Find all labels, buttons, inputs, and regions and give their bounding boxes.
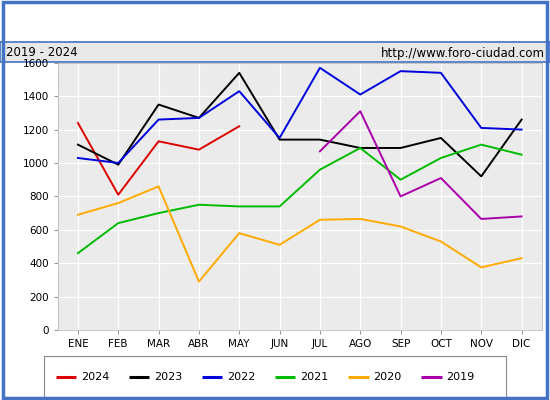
Text: 2023: 2023: [154, 372, 182, 382]
Text: 2024: 2024: [81, 372, 109, 382]
Text: 2019: 2019: [447, 372, 475, 382]
Text: http://www.foro-ciudad.com: http://www.foro-ciudad.com: [381, 46, 544, 60]
Text: 2020: 2020: [373, 372, 402, 382]
Text: 2019 - 2024: 2019 - 2024: [6, 46, 77, 60]
Text: 2021: 2021: [300, 372, 328, 382]
Text: Evolucion Nº Turistas Extranjeros en el municipio de Fogars de la Selva: Evolucion Nº Turistas Extranjeros en el …: [52, 14, 498, 28]
Text: 2022: 2022: [227, 372, 255, 382]
